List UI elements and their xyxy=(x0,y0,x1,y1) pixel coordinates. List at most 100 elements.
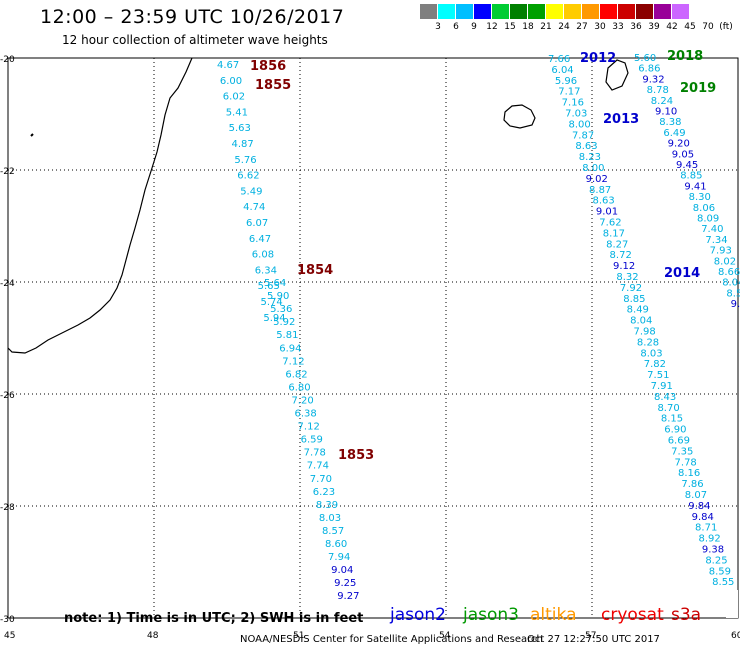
scale-label: 9 xyxy=(471,22,477,32)
swh-value-1855: 6.02 xyxy=(223,92,245,103)
scale-swatch xyxy=(600,4,617,19)
map-frame xyxy=(7,57,739,619)
scale-label: 18 xyxy=(522,22,534,32)
swh-value-2012: 8.28 xyxy=(637,337,659,348)
swh-value-2012: 8.04 xyxy=(630,316,652,327)
pass-label: 1854 xyxy=(297,263,333,278)
swh-value-2012: 8.07 xyxy=(685,490,707,501)
swh-value-2018: 7.93 xyxy=(710,246,732,257)
swh-value-2018: 8.06 xyxy=(693,203,715,214)
pass-label: 1856 xyxy=(250,59,286,74)
swh-value-2012: 8.87 xyxy=(589,185,611,196)
swh-value-1855: 5.49 xyxy=(240,186,262,197)
swh-value-2012: 7.62 xyxy=(599,218,621,229)
swh-value-1855: 6.07 xyxy=(246,218,268,229)
satellite-label-jason3: jason3 xyxy=(463,605,519,625)
scale-label: 33 xyxy=(612,22,624,32)
footer-org: NOAA/NESDIS Center for Satellite Applica… xyxy=(240,634,543,645)
swh-value-2012: 9.84 xyxy=(688,501,710,512)
swh-value-2012: 7.98 xyxy=(634,327,656,338)
swh-value-2012: 8.00 xyxy=(569,119,591,130)
swh-value-2012: 9.12 xyxy=(613,261,635,272)
swh-value-2012: 7.87 xyxy=(572,130,594,141)
x-tick-label: 45 xyxy=(4,631,15,641)
y-tick-label: -30 xyxy=(0,615,15,625)
satellite-label-cryosat: cryosat xyxy=(601,605,664,625)
scale-label: 6 xyxy=(453,22,459,32)
island-reunion xyxy=(503,104,536,129)
pass-label: 2013 xyxy=(603,112,639,127)
scale-swatch xyxy=(474,4,491,19)
pass-label: 2012 xyxy=(580,51,616,66)
scale-label: 36 xyxy=(630,22,642,32)
swh-value-2018: 8.30 xyxy=(689,192,711,203)
swh-value-2012: 8.16 xyxy=(678,468,700,479)
pass-label: 1853 xyxy=(338,448,374,463)
swh-value-1855: 5.94 xyxy=(263,313,285,324)
scale-swatch xyxy=(420,4,437,19)
swh-value-1855: 5.74 xyxy=(261,297,283,308)
swh-value-2018: 9.32 xyxy=(642,74,664,85)
swh-value-1855: 4.67 xyxy=(217,60,239,71)
swh-value-1854: 5.64 xyxy=(264,278,286,289)
swh-value-2018: 5.60 xyxy=(634,53,656,64)
swh-value-2012: 8.27 xyxy=(606,239,628,250)
swh-value-2012: 8.70 xyxy=(657,403,679,414)
scale-label: 70 xyxy=(702,22,714,32)
scale-label: 30 xyxy=(594,22,606,32)
swh-value-1854: 6.94 xyxy=(279,343,301,354)
swh-value-2012: 8.92 xyxy=(698,534,720,545)
swh-value-2012: 7.66 xyxy=(548,54,570,65)
swh-value-1854: 7.94 xyxy=(328,552,350,563)
scale-swatch xyxy=(456,4,473,19)
swh-value-1854: 6.82 xyxy=(285,369,307,380)
scale-label: 21 xyxy=(540,22,552,32)
swh-value-2012: 7.17 xyxy=(558,87,580,98)
swh-value-2012: 7.51 xyxy=(647,370,669,381)
scale-label: 24 xyxy=(558,22,570,32)
swh-value-2012: 8.15 xyxy=(661,414,683,425)
scale-label: 12 xyxy=(486,22,498,32)
swh-value-2012: 8.55 xyxy=(712,577,734,588)
swh-value-1855: 6.00 xyxy=(220,76,242,87)
scale-swatch xyxy=(618,4,635,19)
swh-value-2012: 7.78 xyxy=(675,457,697,468)
scale-swatch xyxy=(654,4,671,19)
swh-value-1854: 5.36 xyxy=(270,304,292,315)
swh-value-2018: 6.49 xyxy=(663,128,685,139)
satellite-label-jason2: jason2 xyxy=(390,605,446,625)
swh-value-2018: 9.10 xyxy=(655,107,677,118)
x-tick-label: 60 xyxy=(731,631,740,641)
swh-value-1854: 8.60 xyxy=(325,539,347,550)
swh-value-1855: 6.47 xyxy=(249,234,271,245)
swh-value-2018: 8.78 xyxy=(647,85,669,96)
swh-value-2018: 8.24 xyxy=(651,96,673,107)
swh-value-1855: 5.63 xyxy=(229,123,251,134)
footer-timestamp: Oct 27 12:27:50 UTC 2017 xyxy=(527,634,660,645)
swh-value-1855: 4.74 xyxy=(243,202,265,213)
swh-value-2012: 8.63 xyxy=(592,196,614,207)
scale-label: 45 xyxy=(684,22,696,32)
swh-value-2012: 8.00 xyxy=(582,163,604,174)
swh-value-2012: 8.72 xyxy=(610,250,632,261)
scale-swatch xyxy=(690,4,707,19)
swh-value-1854: 7.70 xyxy=(310,474,332,485)
scale-swatch xyxy=(492,4,509,19)
swh-value-2012: 7.92 xyxy=(620,283,642,294)
swh-value-1855: 6.62 xyxy=(237,171,259,182)
swh-value-2018: 9. xyxy=(731,299,740,310)
swh-value-2018: 8.85 xyxy=(680,171,702,182)
swh-value-2012: 6.69 xyxy=(668,436,690,447)
swh-value-2012: 8.03 xyxy=(640,348,662,359)
pass-label: 2014 xyxy=(664,266,700,281)
pass-label: 1855 xyxy=(255,78,291,93)
swh-value-1855: 4.87 xyxy=(232,139,254,150)
swh-value-2018: 7.40 xyxy=(701,224,723,235)
swh-value-2012: 7.91 xyxy=(651,381,673,392)
swh-value-2012: 8.23 xyxy=(579,152,601,163)
swh-value-2018: 8.66 xyxy=(718,267,740,278)
scale-label: 15 xyxy=(504,22,516,32)
swh-value-2018: 9.41 xyxy=(684,181,706,192)
coastline-madagascar xyxy=(7,57,193,354)
satellite-label-s3a: s3a xyxy=(671,605,702,625)
